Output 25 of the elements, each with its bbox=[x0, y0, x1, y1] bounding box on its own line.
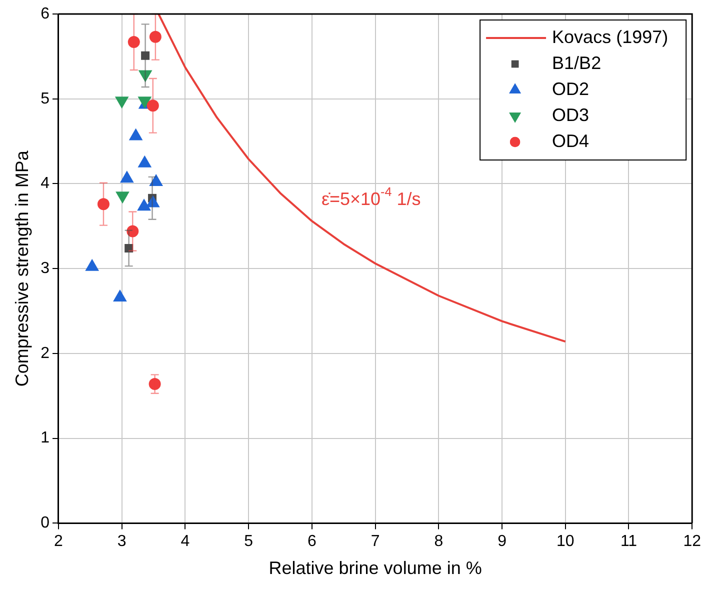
x-tick-label: 7 bbox=[370, 533, 380, 550]
x-tick-label: 6 bbox=[307, 533, 316, 550]
legend-label: OD3 bbox=[552, 104, 590, 125]
legend-label: B1/B2 bbox=[552, 52, 602, 73]
y-tick-label: 6 bbox=[40, 5, 50, 22]
y-tick-label: 1 bbox=[40, 430, 50, 447]
x-tick-label: 4 bbox=[180, 533, 190, 550]
x-tick-label: 12 bbox=[683, 533, 702, 550]
y-tick-label: 4 bbox=[40, 175, 50, 192]
x-tick-label: 2 bbox=[54, 533, 64, 550]
x-axis-title: Relative brine volume in % bbox=[268, 558, 482, 578]
x-tick-label: 8 bbox=[434, 533, 444, 550]
x-tick-label: 10 bbox=[556, 533, 574, 550]
y-tick-label: 2 bbox=[40, 344, 50, 362]
y-axis-title: Compressive strength in MPa bbox=[12, 150, 32, 387]
x-tick-label: 11 bbox=[620, 533, 638, 550]
legend-label: OD4 bbox=[552, 130, 590, 151]
y-tick-label: 3 bbox=[40, 260, 50, 278]
x-tick-label: 3 bbox=[117, 533, 126, 550]
y-tick-label: 0 bbox=[40, 514, 50, 532]
x-tick-label: 5 bbox=[244, 533, 254, 550]
legend-label: Kovacs (1997) bbox=[552, 26, 668, 47]
x-tick-label: 9 bbox=[498, 533, 507, 550]
legend-label: OD2 bbox=[552, 78, 590, 99]
y-tick-label: 5 bbox=[40, 90, 50, 108]
